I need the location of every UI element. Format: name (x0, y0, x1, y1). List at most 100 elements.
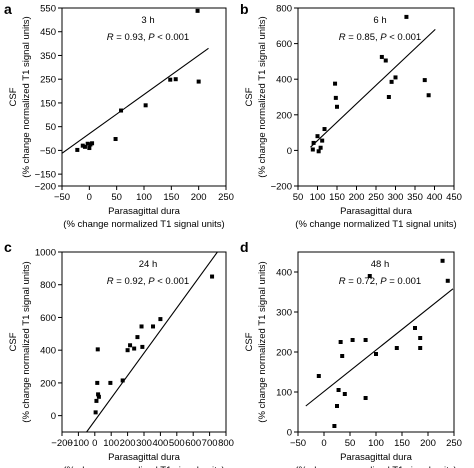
data-point (196, 79, 201, 84)
y-tick-label: 350 (40, 51, 56, 62)
x-tick-label: 150 (329, 192, 345, 203)
x-tick-label: 100 (368, 438, 384, 449)
data-point (338, 340, 343, 344)
data-point (374, 352, 378, 356)
y-tick-label: 1000 (35, 248, 56, 259)
stat-value: < 0.001 (387, 32, 422, 43)
x-tick-label: 200 (420, 438, 436, 449)
stat-symbol: R (339, 276, 346, 287)
data-point (336, 388, 341, 392)
data-point (440, 258, 445, 263)
x-axis-label: Parasagittal dura (108, 452, 181, 463)
panel-letter: c (4, 239, 12, 255)
y-tick-label: 400 (40, 346, 56, 357)
panel-c: c−200−100 0 100 200 300 400 500 600 700 800020040… (4, 239, 234, 468)
fit-line (86, 252, 219, 432)
data-point (418, 346, 423, 350)
x-tick-label: 100 (310, 192, 326, 203)
x-tick-label: 250 (446, 438, 462, 449)
y-tick-label: 200 (276, 348, 292, 359)
stat-symbol: R (107, 276, 114, 287)
y-tick-label: 600 (40, 313, 56, 324)
x-tick-label: 300 (136, 438, 152, 449)
data-point (94, 398, 99, 403)
data-point (315, 134, 320, 139)
y-tick-label: 300 (276, 308, 292, 319)
data-point (135, 335, 140, 340)
y-tick-label: −200 (35, 182, 56, 193)
x-tick-label: 150 (394, 438, 410, 449)
y-axis-sublabel: (% change normalized T1 signal units) (21, 16, 32, 177)
data-point (119, 108, 124, 113)
stats-annotation: R = 0.93, P < 0.001 (107, 32, 189, 43)
stats-annotation: R = 0.72, P = 0.001 (339, 276, 421, 287)
stat-value: < 0.001 (155, 276, 190, 287)
data-point (90, 141, 95, 146)
x-axis-label: Parasagittal dura (340, 452, 413, 463)
data-point (93, 410, 98, 415)
x-tick-label: 50 (293, 192, 304, 203)
data-point (128, 343, 133, 348)
stat-symbol: P (380, 32, 387, 43)
y-tick-label: 800 (40, 280, 56, 291)
x-tick-label: 150 (163, 192, 179, 203)
x-tick-label: 400 (427, 192, 443, 203)
data-point (96, 394, 101, 399)
data-point (210, 274, 215, 279)
data-point (311, 140, 316, 145)
data-point (143, 103, 148, 108)
x-tick-label: 50 (111, 192, 122, 203)
x-axis-label: Parasagittal dura (108, 206, 181, 217)
data-point (108, 380, 113, 385)
y-tick-label: 450 (40, 27, 56, 38)
data-point (151, 324, 156, 329)
y-axis-sublabel: (% change normalized T1 signal units) (257, 261, 268, 422)
x-tick-label: −50 (290, 438, 306, 449)
data-point (342, 392, 347, 396)
x-tick-label: 200 (349, 192, 365, 203)
x-tick-label: 200 (120, 438, 136, 449)
stat-value: = 0.72, (346, 276, 381, 287)
x-tick-label: 200 (191, 192, 207, 203)
x-tick-label: 100 (136, 192, 152, 203)
data-point (113, 137, 118, 142)
x-tick-label: 500 (169, 438, 185, 449)
data-point (132, 346, 137, 351)
x-axis-sublabel: (% change normalized T1 signal units) (63, 465, 224, 468)
data-point (418, 336, 423, 340)
y-tick-label: 0 (51, 411, 56, 422)
data-point (322, 127, 327, 132)
y-tick-label: 600 (276, 39, 292, 50)
y-tick-label: 0 (287, 146, 292, 157)
y-tick-label: 200 (276, 110, 292, 121)
data-point (333, 81, 338, 86)
y-tick-label: 200 (40, 378, 56, 389)
data-point (350, 338, 355, 342)
data-point (367, 274, 372, 278)
y-axis-label: CSF (244, 332, 255, 351)
data-point (426, 93, 431, 98)
stats-annotation: R = 0.92, P < 0.001 (107, 276, 189, 287)
stats-annotation: R = 0.85, P < 0.001 (339, 32, 421, 43)
x-axis-sublabel: (% change normalized T1 signal units) (295, 465, 456, 468)
stat-symbol: P (148, 276, 155, 287)
data-point (87, 146, 92, 151)
y-tick-label: 400 (276, 75, 292, 86)
x-axis-sublabel: (% change normalized T1 signal units) (63, 219, 224, 230)
stat-value: = 0.001 (387, 276, 422, 287)
data-point (333, 95, 338, 100)
x-tick-label: 0 (87, 192, 92, 203)
panel-a: a −50 0 50 100 150 200 250 −200−150 −50 50 150 250 35… (4, 1, 234, 230)
y-tick-label: 50 (45, 122, 56, 133)
data-point (445, 278, 450, 283)
x-tick-label: 700 (202, 438, 218, 449)
y-tick-label: −150 (35, 170, 56, 181)
time-label: 48 h (371, 259, 390, 270)
panel-b: b50 100 150 200 250 300 350 400 450−200020040060… (240, 1, 462, 230)
data-point (404, 14, 409, 19)
data-point (393, 75, 398, 80)
stat-value: = 0.92, (114, 276, 149, 287)
x-tick-label: 450 (446, 192, 462, 203)
